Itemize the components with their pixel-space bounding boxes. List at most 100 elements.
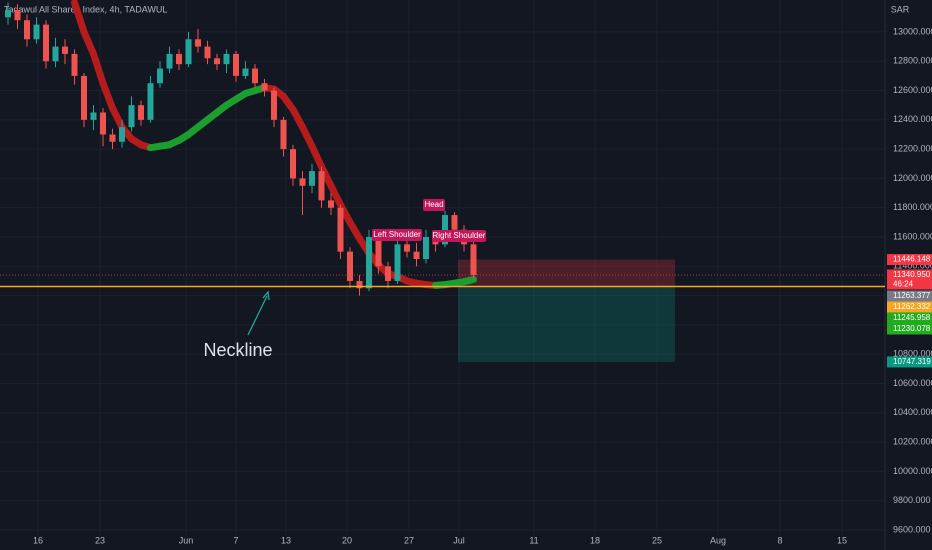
- y-tick-label: 10600.000: [893, 378, 932, 388]
- x-tick-label: 25: [652, 535, 662, 545]
- y-tick-label: 10200.000: [893, 436, 932, 446]
- annotation-left-shoulder: Left Shoulder: [373, 230, 421, 239]
- countdown: 46:24: [893, 280, 914, 289]
- ma-segment: [109, 104, 126, 131]
- ma-segment: [299, 123, 316, 150]
- price-label-box: [887, 269, 932, 281]
- x-tick-label: Jun: [179, 535, 194, 545]
- target-zone: [458, 286, 675, 362]
- candle-body: [280, 119, 287, 150]
- x-tick-label: 27: [404, 535, 414, 545]
- candle-body: [5, 9, 11, 18]
- candle-body: [470, 244, 477, 276]
- x-tick-label: 8: [777, 535, 782, 545]
- ma-segment: [327, 182, 344, 209]
- price-label: 11446.148: [893, 255, 931, 264]
- x-tick-label: Aug: [710, 535, 726, 545]
- candle-body: [337, 207, 344, 252]
- y-tick-label: 10000.000: [893, 466, 932, 476]
- candle-body: [375, 237, 382, 267]
- chart-title: Tadawul All Shares Index, 4h, TADAWUL: [4, 4, 167, 14]
- annotation-box: [372, 229, 422, 241]
- candle-body: [328, 200, 334, 208]
- candle-body: [119, 127, 125, 142]
- candle-body: [100, 112, 106, 135]
- candle-body: [290, 149, 296, 179]
- neckline-arrow: [247, 295, 268, 336]
- candle-body: [24, 20, 30, 40]
- price-label-box: [887, 254, 932, 266]
- candle-body: [261, 83, 268, 91]
- candle-body: [413, 251, 420, 260]
- candle-body: [242, 68, 249, 76]
- x-tick-label: 20: [342, 535, 352, 545]
- candle-body: [252, 68, 258, 84]
- candle-body: [271, 90, 277, 120]
- candle-body: [185, 39, 192, 65]
- x-tick-label: 13: [281, 535, 291, 545]
- candle-body: [309, 171, 315, 186]
- price-label: 11340.950: [893, 270, 931, 279]
- candle-body: [366, 237, 372, 289]
- price-label: 10747.319: [893, 357, 931, 366]
- price-label: 11230.078: [893, 324, 931, 333]
- price-label-box: [887, 356, 932, 368]
- y-tick-label: 10800.000: [893, 349, 932, 359]
- ma-segment: [71, 0, 88, 36]
- candle-body: [14, 9, 21, 21]
- price-label-box: [887, 323, 932, 335]
- annotation-box: [432, 230, 486, 242]
- ma-segment: [308, 142, 325, 171]
- candle-body: [214, 58, 220, 65]
- candle-body: [71, 53, 78, 76]
- ma-segment: [90, 50, 107, 87]
- price-label-box: [887, 290, 932, 302]
- candle-body: [109, 134, 116, 142]
- candle-body: [394, 244, 401, 281]
- ma-segment: [318, 163, 335, 190]
- x-tick-label: 16: [33, 535, 43, 545]
- x-tick-label: 11: [529, 535, 538, 545]
- y-tick-label: 11800.000: [893, 202, 932, 212]
- annotations: Left Shoulder Head Right Shoulder Neckli…: [203, 199, 486, 360]
- countdown-box: [887, 279, 932, 290]
- candle-body: [423, 237, 429, 260]
- y-tick-label: 10400.000: [893, 407, 932, 417]
- y-tick-label: 9600.000: [893, 524, 931, 534]
- candle-body: [318, 171, 325, 201]
- y-tick-label: 12600.000: [893, 85, 932, 95]
- candle-body: [442, 215, 448, 245]
- x-tick-label: 18: [590, 535, 600, 545]
- price-label-box: [887, 301, 932, 313]
- currency-label: SAR: [891, 4, 910, 14]
- candle-body: [195, 39, 201, 47]
- candle-body: [451, 215, 458, 230]
- y-tick-label: 9800.000: [893, 495, 931, 505]
- price-label: 11262.332: [893, 302, 931, 311]
- candle-body: [204, 46, 211, 59]
- candle-body: [33, 24, 40, 40]
- candle-body: [43, 24, 49, 62]
- x-tick-label: 23: [95, 535, 105, 545]
- ma-segment: [80, 28, 97, 58]
- candle-body: [176, 53, 182, 65]
- x-tick-label: 7: [233, 535, 238, 545]
- y-tick-label: 11400.000: [893, 261, 932, 271]
- y-tick-label: 12200.000: [893, 144, 932, 154]
- ma-segment: [460, 276, 477, 286]
- candle-body: [62, 46, 68, 54]
- annotation-head: Head: [424, 200, 443, 209]
- candle-body: [404, 244, 410, 252]
- annotation-right-shoulder: Right Shoulder: [433, 231, 486, 240]
- x-tick-label: 15: [837, 535, 847, 545]
- candle-body: [385, 266, 391, 281]
- y-tick-label: 12000.000: [893, 173, 932, 183]
- candle-body: [157, 68, 163, 84]
- x-tick-label: Jul: [453, 535, 465, 545]
- candle-body: [52, 46, 59, 62]
- y-tick-label: 12800.000: [893, 56, 932, 66]
- neckline-arrowhead: [262, 290, 270, 301]
- price-label: 11245.958: [893, 313, 931, 322]
- candle-body: [90, 112, 97, 120]
